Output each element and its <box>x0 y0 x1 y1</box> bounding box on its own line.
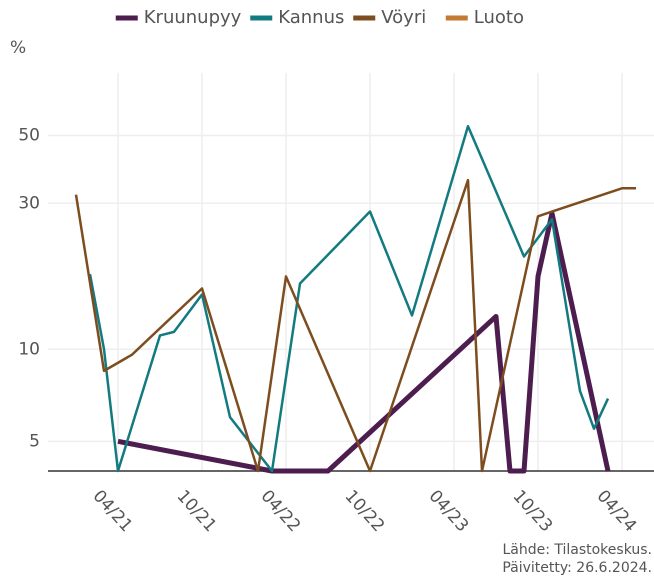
x-tick-label: 04/24 <box>593 486 641 536</box>
legend-label: Kruunupyy <box>144 7 242 28</box>
x-tick-label: 10/23 <box>509 486 557 536</box>
y-tick-label: 50 <box>18 125 40 145</box>
x-tick-label: 04/22 <box>257 486 305 536</box>
x-tick-label: 10/21 <box>173 486 221 536</box>
y-tick-label: 10 <box>18 339 40 359</box>
series-line <box>88 124 610 473</box>
x-tick-label: 04/21 <box>89 486 137 536</box>
legend-label: Luoto <box>474 7 524 28</box>
series-line <box>117 210 611 474</box>
legend-label: Vöyri <box>381 7 426 28</box>
series-line <box>74 178 636 473</box>
y-axis-label: % <box>10 38 26 58</box>
legend-label: Kannus <box>278 7 344 28</box>
x-tick-label: 10/22 <box>341 486 389 536</box>
y-tick-label: 5 <box>29 431 40 451</box>
y-tick-label: 30 <box>18 193 40 213</box>
source-note: Lähde: Tilastokeskus. <box>502 542 652 558</box>
x-tick-label: 04/23 <box>425 486 473 536</box>
update-note: Päivitetty: 26.6.2024. <box>502 560 652 576</box>
